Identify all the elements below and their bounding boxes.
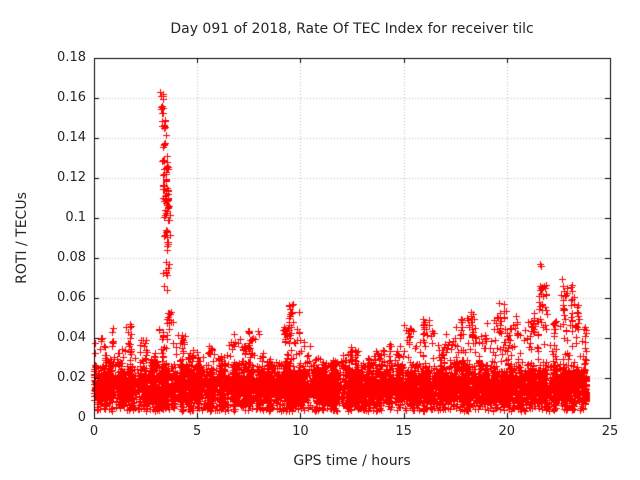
y-axis-label-text: ROTI / TECUs: [14, 192, 30, 284]
y-tick-label: 0.04: [57, 330, 86, 345]
x-tick-label: 15: [395, 424, 412, 439]
y-tick-label: 0.12: [57, 170, 86, 185]
x-tick-label: 0: [89, 424, 99, 439]
y-tick-label: 0: [77, 410, 86, 425]
x-tick-label: 20: [498, 424, 516, 439]
y-tick-label: 0.18: [57, 50, 86, 65]
x-tick-label: 10: [292, 424, 309, 439]
y-tick-label: 0.06: [57, 290, 86, 305]
y-tick-label: 0.16: [57, 90, 86, 105]
chart-title: Day 091 of 2018, Rate Of TEC Index for r…: [170, 21, 534, 37]
y-tick-label: 0.02: [57, 370, 86, 385]
x-tick-label: 25: [601, 424, 619, 439]
y-tick-label: 0.14: [57, 130, 86, 145]
y-tick-label: 0.1: [65, 210, 86, 225]
x-tick-label: 5: [193, 424, 202, 439]
x-axis-label: GPS time / hours: [293, 453, 411, 469]
y-tick-label: 0.08: [57, 250, 86, 265]
